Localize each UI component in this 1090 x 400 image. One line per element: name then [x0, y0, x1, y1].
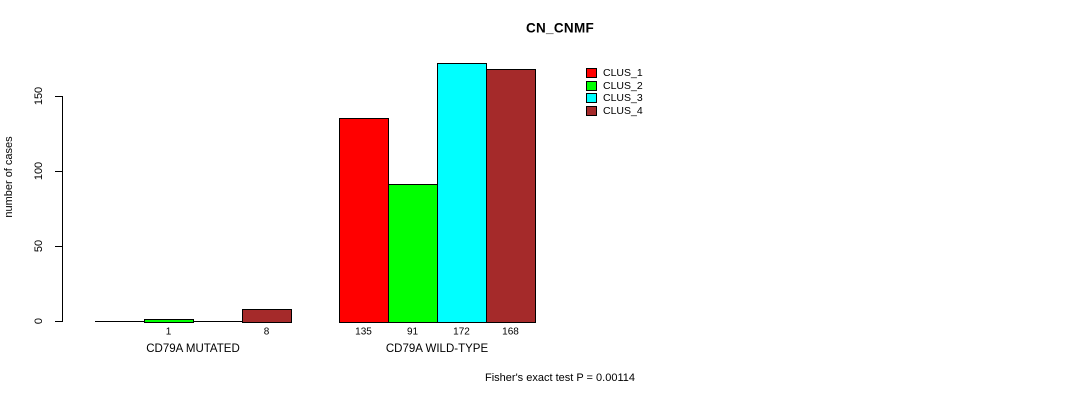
group-label-1: CD79A MUTATED: [146, 343, 240, 355]
bar-clus_3-group1-zero: [193, 321, 243, 322]
y-tick-label: 50: [33, 239, 45, 253]
bar-clus_1-group1-zero: [95, 321, 145, 322]
bar-value-label: 172: [453, 326, 470, 337]
y-tick-label: 100: [33, 161, 45, 181]
chart-title: CN_CNMF: [525, 20, 595, 36]
legend-label-clus_2: CLUS_2: [603, 80, 643, 92]
legend-swatch-clus_2: [586, 81, 597, 91]
y-tick-mark: [55, 171, 62, 172]
y-axis-line: [62, 96, 63, 322]
y-tick-label: 150: [33, 86, 45, 106]
group-label-2: CD79A WILD-TYPE: [385, 343, 489, 355]
legend-row-clus_2: CLUS_2: [586, 80, 656, 92]
bar-value-label: 1: [165, 326, 172, 337]
bar-clus_4-group1: [242, 309, 292, 323]
legend-label-clus_4: CLUS_4: [603, 105, 643, 117]
bar-clus_1-group2: [339, 118, 389, 323]
footer-caption: Fisher's exact test P = 0.00114: [485, 372, 635, 384]
legend-swatch-clus_4: [586, 106, 597, 116]
legend-row-clus_1: CLUS_1: [586, 67, 656, 79]
bar-clus_4-group2: [486, 69, 536, 323]
bar-clus_2-group1: [144, 319, 194, 323]
legend-swatch-clus_1: [586, 68, 597, 78]
y-tick-mark: [55, 246, 62, 247]
bar-value-label: 91: [406, 326, 419, 337]
legend-label-clus_1: CLUS_1: [603, 67, 643, 79]
y-tick-mark: [55, 96, 62, 97]
bar-clus_3-group2: [437, 63, 487, 323]
bar-clus_2-group2: [388, 184, 438, 323]
bar-value-label: 168: [502, 326, 519, 337]
legend-row-clus_3: CLUS_3: [586, 92, 656, 104]
legend-swatch-clus_3: [586, 93, 597, 103]
bar-value-label: 8: [263, 326, 270, 337]
legend-row-clus_4: CLUS_4: [586, 105, 656, 117]
bar-value-label: 135: [355, 326, 372, 337]
y-axis-label: number of cases: [3, 136, 15, 218]
legend-label-clus_3: CLUS_3: [603, 92, 643, 104]
y-tick-mark: [55, 321, 62, 322]
y-tick-label: 0: [33, 317, 45, 325]
